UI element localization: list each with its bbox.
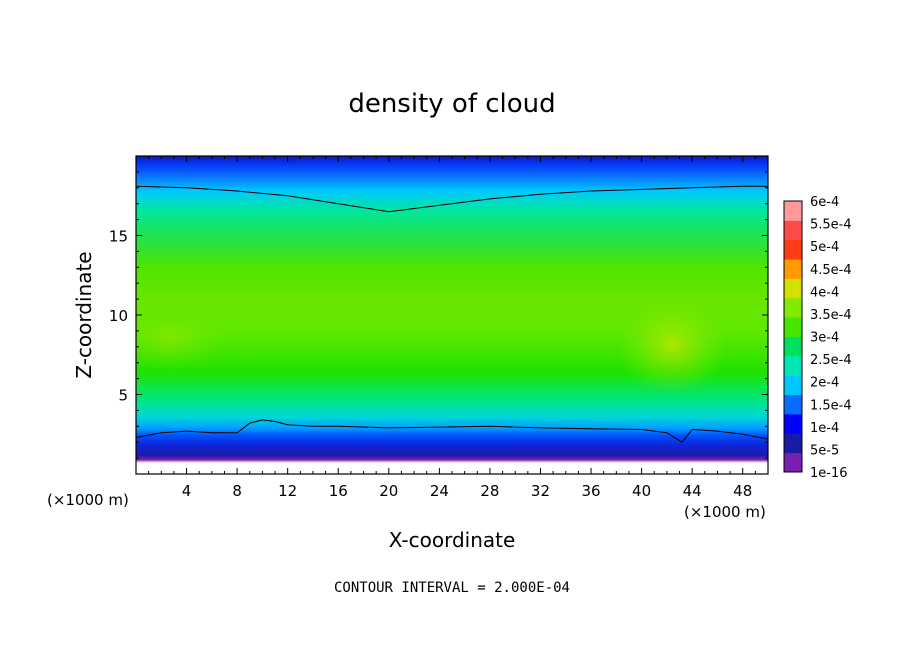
contour-line (136, 185, 768, 213)
colorbar-label: 5e-4 (810, 240, 839, 255)
y-axis-ticks: 5 10 15 (109, 171, 768, 459)
x-tick-label: 40 (632, 482, 651, 500)
colorbar-swatch (784, 375, 802, 396)
plot-area (136, 156, 768, 474)
y-tick-label: 5 (118, 387, 128, 405)
x-tick-label: 36 (581, 482, 600, 500)
chart-title: density of cloud (348, 89, 555, 119)
contour-lines (136, 185, 768, 443)
x-tick-label: 20 (379, 482, 398, 500)
x-tick-label: 44 (683, 482, 702, 500)
colorbar-swatch (784, 239, 802, 260)
colorbar-label: 4e-4 (810, 285, 839, 300)
colorbar-frame (783, 200, 803, 473)
colorbar-swatch (784, 452, 802, 473)
colorbar-label: 2.5e-4 (810, 353, 852, 368)
colorbar-swatch (784, 297, 802, 318)
colorbar-label: 1e-4 (810, 421, 839, 436)
colorbar-label: 3e-4 (810, 331, 839, 346)
x-tick-label: 24 (430, 482, 449, 500)
colorbar-label: 3.5e-4 (810, 308, 852, 323)
colorbar-swatch (784, 259, 802, 279)
colorbar-label: 2e-4 (810, 376, 839, 391)
colorbar-swatch (784, 355, 802, 376)
colorbar-label: 1.5e-4 (810, 398, 852, 413)
x-unit-right: (×1000 m) (684, 503, 766, 521)
contour-interval-note: CONTOUR INTERVAL = 2.000E-04 (334, 580, 570, 596)
colorbar-swatch (784, 394, 802, 415)
y-axis-title: Z-coordinate (72, 251, 96, 378)
density-max-hotspot (617, 297, 727, 393)
contour-line (136, 419, 768, 443)
y-tick-label: 10 (109, 307, 128, 325)
x-tick-label: 4 (182, 482, 192, 500)
colorbar-swatch (784, 220, 802, 241)
x-axis-ticks: 4 8 12 16 20 24 28 32 36 40 44 48 (148, 156, 756, 500)
colorbar-swatch (784, 433, 802, 454)
x-tick-label: 16 (329, 482, 348, 500)
colorbar-swatch (784, 278, 802, 299)
colorbar-label: 6e-4 (810, 195, 839, 210)
x-tick-label: 12 (278, 482, 297, 500)
x-tick-label: 48 (733, 482, 752, 500)
density-max-hotspot-left (136, 310, 230, 370)
x-axis-title: X-coordinate (389, 528, 516, 552)
y-tick-label: 15 (109, 228, 128, 246)
colorbar-swatch (784, 413, 802, 434)
colorbar-swatch (784, 317, 802, 337)
colorbar-label: 5e-5 (810, 443, 839, 458)
colorbar-label: 4.5e-4 (810, 263, 852, 278)
x-tick-label: 32 (531, 482, 550, 500)
colorbar-swatch (784, 336, 802, 357)
colorbar-label: 1e-16 (810, 466, 848, 481)
x-tick-label: 28 (480, 482, 499, 500)
colorbar-label: 5.5e-4 (810, 218, 852, 233)
colorbar-swatch (784, 201, 802, 221)
colorbar: 1e-16 5e-5 1e-4 1.5e-4 2e-4 2.5e-4 3e-4 3.5e-4 4… (783, 195, 852, 481)
x-tick-label: 8 (232, 482, 242, 500)
x-unit-left: (×1000 m) (47, 491, 129, 509)
